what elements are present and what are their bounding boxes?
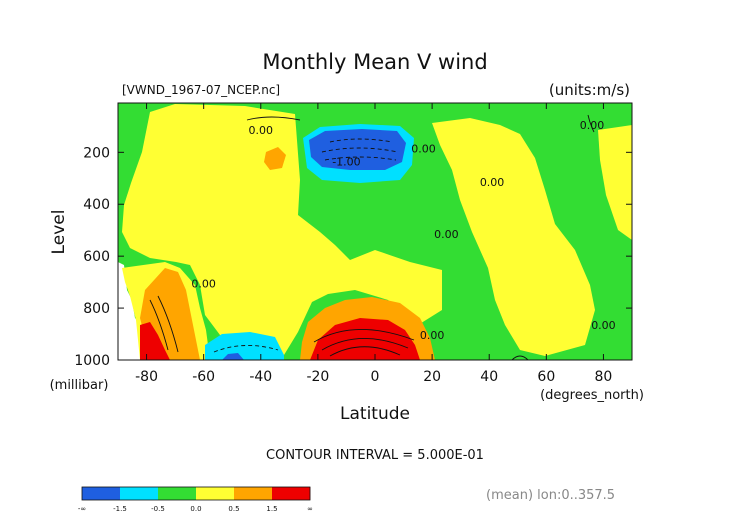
contour-label: -1.00	[332, 155, 360, 168]
x-tick-label: 80	[595, 369, 613, 385]
colorbar-tick-label: ∞	[307, 505, 313, 513]
mean-label: (mean) lon:0..357.5	[486, 488, 615, 503]
y-tick-label: 1000	[74, 353, 110, 369]
contour-label: 0.00	[580, 119, 605, 132]
missing-data-region	[118, 262, 141, 360]
y-axis-unit: (millibar)	[50, 378, 109, 393]
contour-label: 0.00	[434, 228, 459, 241]
x-tick-label: 40	[480, 369, 498, 385]
colorbar-tick-label: -∞	[78, 505, 86, 513]
colorbar-swatch	[215, 487, 235, 500]
colorbar-swatch	[291, 487, 311, 500]
pos-strong-region-southwest	[140, 322, 170, 360]
colorbar-swatch	[139, 487, 159, 500]
colorbar-swatch	[177, 487, 197, 500]
colorbar: -∞ -1.5 -0.5 0.0 0.5 1.5 ∞	[78, 486, 313, 513]
positive-region-east	[432, 118, 595, 356]
contour-label: 0.00	[420, 329, 445, 342]
contour-label: 0.00	[480, 176, 505, 189]
positive-region-far-east	[598, 125, 632, 240]
y-tick-label: 800	[83, 301, 110, 317]
x-tick-label: -80	[135, 369, 158, 385]
x-tick-label: 0	[371, 369, 380, 385]
pos-mid-region-small	[264, 147, 286, 170]
y-tick-label: 200	[83, 145, 110, 161]
chart-title: Monthly Mean V wind	[262, 50, 487, 74]
dataset-label: [VWND_1967-07_NCEP.nc]	[122, 83, 280, 97]
x-axis-label: Latitude	[340, 404, 410, 424]
contour-label: 0.00	[249, 124, 274, 137]
contour-label: 0.00	[411, 142, 436, 155]
y-axis: 200 400 600 800 1000	[74, 145, 632, 369]
colorbar-swatch	[253, 487, 273, 500]
y-axis-label: Level	[49, 210, 69, 255]
colorbar-tick-label: -1.5	[113, 505, 127, 513]
colorbar-swatch	[82, 487, 102, 500]
y-tick-label: 600	[83, 249, 110, 265]
colorbar-tick-label: 0.5	[228, 505, 239, 513]
x-tick-label: 20	[423, 369, 441, 385]
positive-region-west	[122, 104, 442, 355]
colorbar-tick-label: -0.5	[151, 505, 165, 513]
colorbar-tick-label: 0.0	[190, 505, 201, 513]
neg-strong-region-upper	[309, 129, 406, 170]
x-tick-label: -20	[306, 369, 329, 385]
contour-label: 0.00	[191, 277, 216, 290]
x-tick-label: -60	[192, 369, 215, 385]
colorbar-frame	[81, 486, 311, 501]
colorbar-swatch	[158, 487, 178, 500]
contour-lines	[149, 114, 595, 360]
x-tick-label: -40	[249, 369, 272, 385]
units-label: (units:m/s)	[549, 81, 630, 99]
contour-interval-label: CONTOUR INTERVAL = 5.000E-01	[266, 448, 484, 463]
pos-strong-region-equator	[310, 318, 420, 360]
x-tick-label: 60	[537, 369, 555, 385]
colorbar-swatch	[272, 487, 292, 500]
colorbar-swatch	[196, 487, 216, 500]
y-tick-label: 400	[83, 197, 110, 213]
contour-labels: 0.00 -1.00 0.00 0.00 0.00 0.00 0.00 0.00 0.00	[191, 119, 615, 342]
colorbar-swatch	[120, 487, 140, 500]
colorbar-tick-label: 1.5	[266, 505, 277, 513]
neg-strong-region-lower	[222, 353, 244, 360]
colorbar-swatch	[234, 487, 254, 500]
colorbar-swatch	[101, 487, 121, 500]
x-axis-unit: (degrees_north)	[540, 388, 644, 403]
x-axis: -80 -60 -40 -20 0 20 40 60 80	[135, 103, 612, 385]
plot-field: 0.00 -1.00 0.00 0.00 0.00 0.00 0.00 0.00 0.00	[118, 103, 632, 360]
negative-region-lower	[205, 332, 284, 360]
contour-label: 0.00	[591, 319, 616, 332]
